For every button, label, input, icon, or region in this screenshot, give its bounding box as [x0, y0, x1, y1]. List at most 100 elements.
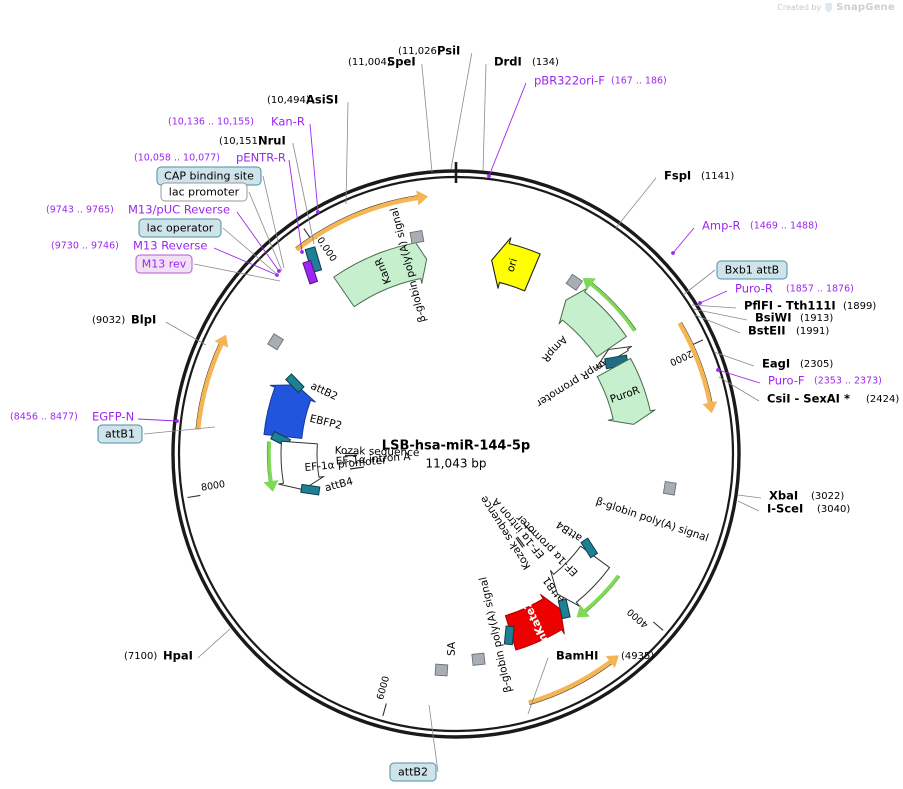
- attb4-site-left: [300, 483, 321, 496]
- enzyme-name: BstEII: [748, 324, 786, 338]
- boxed-label-bg: [97, 424, 143, 444]
- primer-marker: [316, 210, 320, 214]
- primer-label-group[interactable]: pBR322ori-F (167 .. 186): [487, 74, 667, 178]
- enzyme-label-group[interactable]: PsiI(11,026): [398, 44, 473, 170]
- watermark-prefix: Created by: [777, 3, 822, 12]
- beta-globin-polyA-box-top: [409, 229, 425, 244]
- enzyme-label-group[interactable]: DrdI (134): [482, 55, 559, 172]
- enzyme-label-group[interactable]: SpeI(11,004): [348, 55, 433, 173]
- primer-label-group[interactable]: Amp-R (1469 .. 1488): [671, 219, 818, 255]
- enzyme-label-group[interactable]: HpaI (7100): [124, 628, 231, 663]
- primer-name: M13 Reverse: [133, 239, 207, 253]
- attb1-site-bottom: [557, 598, 571, 620]
- primer-label-group[interactable]: Puro-F (2353 .. 2373): [716, 368, 882, 388]
- primer-label-group[interactable]: Puro-R (1857 .. 1876): [698, 282, 854, 305]
- primer-marker: [175, 419, 179, 423]
- boxed-label-text: attB2: [398, 766, 428, 779]
- enzyme-leader-line: [345, 101, 349, 205]
- primer-label-group[interactable]: M13 Reverse (9730 .. 9746): [51, 239, 279, 277]
- ef1a-green-arrow-left-head: [263, 479, 279, 492]
- primer-leader-line: [309, 123, 319, 213]
- boxed-label-leader: [428, 704, 439, 773]
- attb4-site-bottom: [580, 537, 599, 559]
- primer-label-group[interactable]: M13/pUC Reverse (9743 .. 9765): [46, 203, 281, 273]
- snapgene-watermark: Created by SnapGene: [777, 2, 895, 13]
- primer-leader-line: [213, 247, 278, 276]
- primer-marker: [487, 174, 491, 178]
- boxed-label-leader: [248, 191, 283, 272]
- enzyme-label-group[interactable]: BstEII (1991): [694, 314, 829, 338]
- attb2-site: [285, 373, 305, 394]
- feature-label: attB4: [324, 475, 355, 494]
- gray-box-right: [565, 273, 583, 291]
- enzyme-position: (3022): [811, 491, 844, 502]
- boxed-label-text: CAP binding site: [164, 170, 254, 183]
- enzyme-name: EagI: [762, 357, 790, 371]
- puror-arrow: [596, 357, 656, 425]
- boxed-label-leader: [193, 263, 281, 282]
- primer-leader-line: [288, 159, 303, 253]
- boxed-label-group[interactable]: lac promoter: [160, 182, 283, 272]
- enzyme-name: I-SceI: [767, 502, 803, 516]
- scale-tick: [652, 621, 664, 631]
- boxed-label-text: attB1: [105, 428, 135, 441]
- enzyme-leader-line: [737, 500, 760, 512]
- enzyme-leader-line: [450, 52, 473, 170]
- orange-arrow-right-head: [702, 401, 718, 414]
- primer-leader-line: [137, 418, 178, 422]
- enzyme-label-group[interactable]: FspI (1141): [614, 169, 734, 230]
- boxed-label-text: lac operator: [147, 222, 214, 235]
- enzyme-leader-line: [165, 321, 207, 346]
- m13-rev-marker: [302, 259, 319, 285]
- primer-label-group[interactable]: Kan-R (10,136 .. 10,155): [168, 115, 320, 214]
- boxed-label-bg: [135, 254, 193, 274]
- feature-label: SA: [446, 641, 458, 656]
- enzyme-label-group[interactable]: BamHI (4935): [527, 649, 654, 715]
- primer-name: pBR322ori-F: [534, 74, 605, 88]
- enzyme-label-group[interactable]: NruI(10,151): [219, 134, 315, 245]
- boxed-label-group[interactable]: Bxb1 attB: [682, 260, 788, 296]
- feature-label: β-globin poly(A) signal: [594, 495, 710, 544]
- enzyme-name: XbaI: [769, 489, 798, 503]
- boxed-label-group[interactable]: CAP binding site: [156, 166, 285, 269]
- primer-name: Kan-R: [271, 115, 305, 129]
- orange-arrow-bottom-head: [605, 655, 619, 669]
- primer-range: (10,136 .. 10,155): [168, 117, 254, 128]
- primer-range: (9730 .. 9746): [51, 241, 119, 252]
- enzyme-label-group[interactable]: EagI (2305): [713, 351, 833, 371]
- boxed-label-leader: [682, 269, 716, 296]
- enzyme-label-group[interactable]: I-SceI (3040): [737, 500, 850, 516]
- enzyme-label-group[interactable]: AsiSI(10,494): [267, 93, 349, 205]
- enzyme-position: (1141): [701, 171, 734, 182]
- enzyme-name: NruI: [258, 134, 286, 148]
- enzyme-label-group[interactable]: BsiWI (1913): [692, 308, 833, 325]
- boxed-label-group[interactable]: lac operator: [138, 218, 279, 276]
- enzyme-label-group[interactable]: CsiI - SexAI * (2424): [718, 376, 899, 406]
- primer-range: (2353 .. 2373): [814, 376, 882, 387]
- orange-arrow-left: [195, 343, 224, 430]
- primer-marker: [716, 368, 720, 372]
- enzyme-position: (2424): [866, 394, 899, 405]
- enzyme-label-group[interactable]: BlpI (9032): [92, 313, 207, 346]
- primer-leader-line: [717, 369, 761, 384]
- primer-label-group[interactable]: EGFP-N (8456 .. 8477): [10, 410, 179, 424]
- primer-leader-line: [699, 290, 728, 304]
- sa-box-bottom-left: [434, 663, 449, 677]
- primer-leader-line: [488, 82, 527, 177]
- primer-label-group[interactable]: pENTR-R (10,058 .. 10,077): [134, 151, 304, 254]
- boxed-label-text: Bxb1 attB: [725, 264, 779, 277]
- enzyme-position: (11,026): [398, 46, 441, 57]
- enzyme-position: (134): [532, 57, 559, 68]
- boxed-label-bg: [389, 762, 437, 782]
- primer-marker: [277, 269, 281, 273]
- enzyme-label-group[interactable]: PflFI - Tth111I (1899): [691, 299, 876, 313]
- plasmid-title: LSB-hsa-miR-144-5p: [382, 439, 530, 454]
- boxed-label-group[interactable]: attB1: [97, 424, 216, 444]
- enzyme-name: BsiWI: [755, 311, 792, 325]
- enzyme-position: (3040): [817, 504, 850, 515]
- boxed-label-group[interactable]: M13 rev: [135, 254, 281, 282]
- boxed-label-group[interactable]: attB2: [389, 704, 439, 782]
- enzyme-label-group[interactable]: XbaI (3022): [737, 489, 844, 503]
- feature-label: attB4: [554, 518, 585, 544]
